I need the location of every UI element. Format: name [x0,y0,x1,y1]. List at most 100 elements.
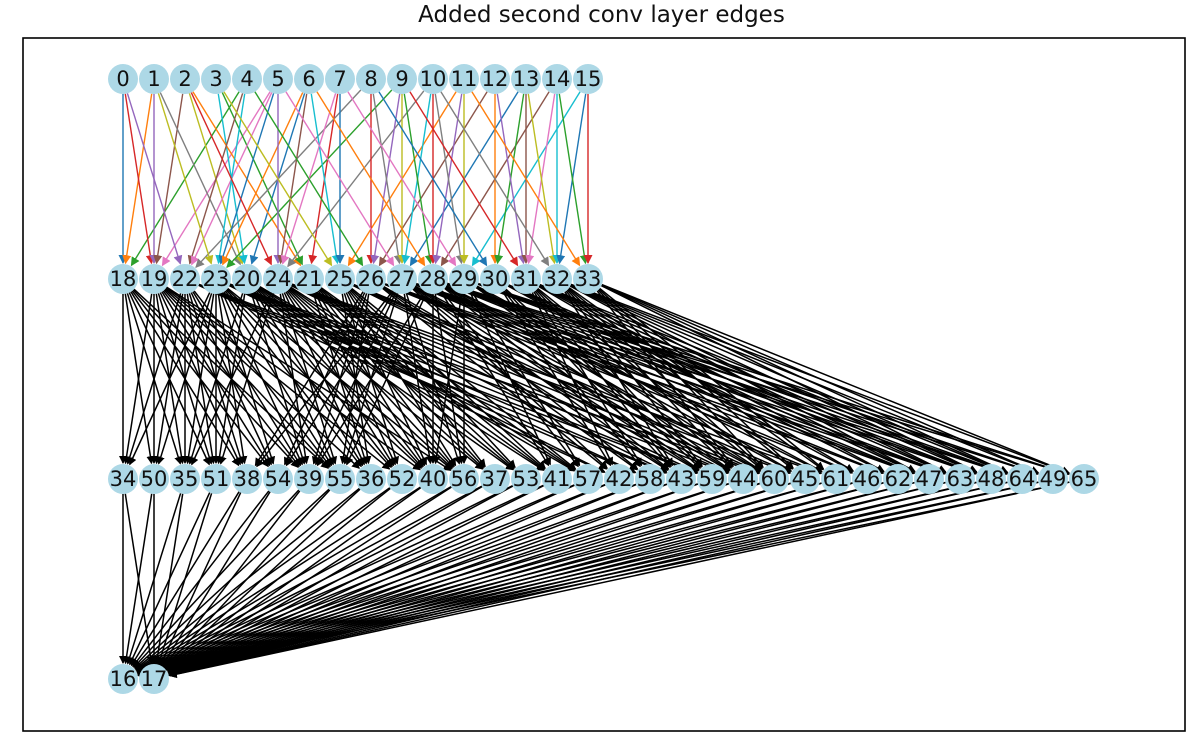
graph-node-35: 35 [170,464,200,494]
node-label: 9 [395,67,408,91]
node-label: 16 [110,667,137,691]
graph-node-55: 55 [325,464,355,494]
output-edge [137,481,977,678]
node-label: 58 [637,467,664,491]
graph-node-30: 30 [480,264,510,294]
conv2-edge [229,283,760,476]
graph-node-43: 43 [666,464,696,494]
conv2-edge [353,283,823,475]
output-edge-group [119,481,1070,679]
conv2-edge [198,283,698,475]
graph-node-48: 48 [976,464,1006,494]
graph-node-19: 19 [139,264,169,294]
node-label: 17 [141,667,168,691]
conv2-edge [384,283,946,476]
conv2-edge [384,283,884,475]
graph-node-7: 7 [325,64,355,94]
graph-node-14: 14 [542,64,572,94]
conv1-edge [277,93,308,265]
node-label: 41 [544,467,571,491]
graph-node-3: 3 [201,64,231,94]
graph-node-12: 12 [480,64,510,94]
output-edge [137,482,729,676]
conv1-edge [285,91,395,267]
conv2-edge [124,293,155,465]
node-label: 37 [482,467,509,491]
graph-node-65: 65 [1069,464,1099,494]
graph-node-63: 63 [945,464,975,494]
conv2-edge [446,283,946,475]
graph-node-5: 5 [263,64,293,94]
graph-node-58: 58 [635,464,665,494]
output-edge [137,481,884,678]
graph-node-25: 25 [325,264,355,294]
graph-node-24: 24 [263,264,293,294]
node-label: 14 [544,67,571,91]
graph-node-28: 28 [418,264,448,294]
node-label: 22 [172,267,199,291]
graph-node-15: 15 [573,64,603,94]
conv1-edge [471,91,581,267]
graph-node-34: 34 [108,464,138,494]
output-edge [137,482,822,677]
output-edge [136,484,544,674]
graph-node-53: 53 [511,464,541,494]
diagram-title: Added second conv layer edges [418,2,785,28]
graph-node-8: 8 [356,64,386,94]
node-label: 3 [209,67,222,91]
graph-node-11: 11 [449,64,479,94]
node-label: 47 [916,467,943,491]
graph-node-4: 4 [232,64,262,94]
output-edge [137,482,853,677]
output-edge [137,483,668,676]
node-label: 38 [234,467,261,491]
output-edge [136,484,575,674]
node-label: 11 [451,67,478,91]
conv1-edge [126,93,183,265]
node-label: 33 [575,267,602,291]
conv1-edge [434,93,465,265]
conv1-edge [316,91,426,267]
output-edge [137,481,915,678]
output-edge [133,489,300,669]
conv1-edge [187,93,244,265]
conv2-edge [223,291,333,467]
node-label: 44 [730,467,757,491]
conv1-edge [409,91,519,267]
conv2-edge [415,283,946,476]
conv2-edge [128,292,210,466]
graph-node-51: 51 [201,464,231,494]
graph-node-29: 29 [449,264,479,294]
graph-node-62: 62 [883,464,913,494]
conv2-edge [570,283,1070,475]
node-label: 59 [699,467,726,491]
graph-node-60: 60 [759,464,789,494]
graph-node-16: 16 [108,664,138,694]
node-label: 56 [451,467,478,491]
node-label: 60 [761,467,788,491]
graph-node-44: 44 [728,464,758,494]
conv1-edge [403,93,434,265]
graph-node-27: 27 [387,264,417,294]
graph-node-1: 1 [139,64,169,94]
graph-node-37: 37 [480,464,510,494]
node-label: 5 [271,67,284,91]
node-label: 13 [513,67,540,91]
node-label: 1 [147,67,160,91]
conv2-edge [416,282,1008,476]
output-edge [137,483,637,675]
conv1-edge [496,93,527,265]
conv1-edge [157,93,214,265]
node-label: 39 [296,467,323,491]
node-label: 23 [203,267,230,291]
output-edge [135,486,421,671]
conv2-edge [157,293,214,465]
conv2-edge [601,283,1071,475]
conv2-edge [447,282,1070,477]
node-label: 20 [234,267,261,291]
conv2-edge [133,288,329,469]
conv1-edge [347,91,457,267]
conv2-edge [601,284,1009,474]
node-label: 40 [420,467,447,491]
